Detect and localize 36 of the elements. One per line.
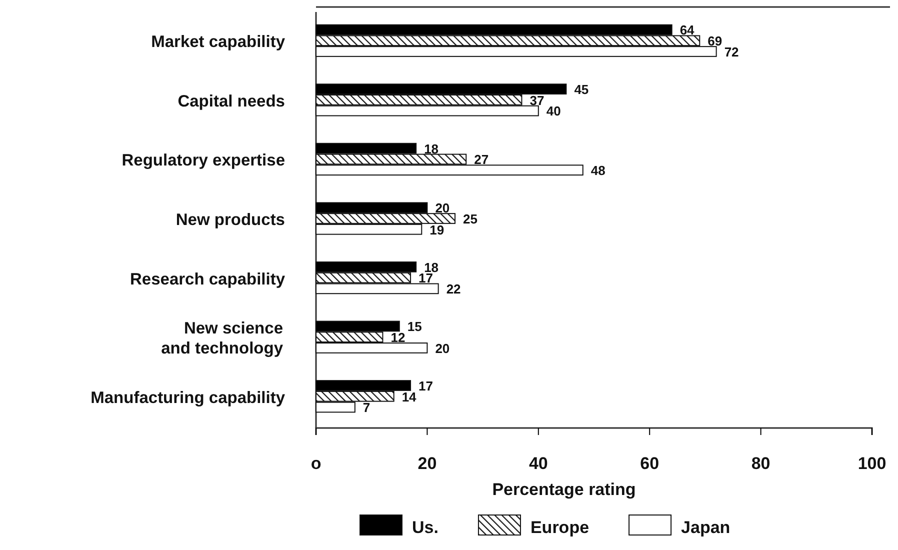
y-tick-label: New science and technology — [161, 320, 284, 358]
y-tick-label: New products — [176, 211, 285, 229]
data-label: 20 — [435, 340, 450, 356]
y-tick-label: Research capability — [130, 270, 286, 288]
data-label: 17 — [418, 378, 433, 394]
data-label: 37 — [530, 92, 544, 108]
x-axis-title: Percentage rating — [492, 480, 636, 499]
y-tick-label: Regulatory expertise — [122, 152, 285, 170]
data-label: 40 — [546, 104, 561, 119]
data-label: 19 — [430, 222, 444, 238]
data-label: 64 — [680, 22, 696, 38]
data-label: 20 — [435, 200, 450, 216]
x-tick-label: 100 — [858, 454, 886, 474]
data-label: 14 — [402, 389, 418, 404]
data-label: 22 — [446, 282, 461, 297]
x-tick-label: o — [310, 454, 322, 474]
legend-label: Europe — [530, 518, 590, 537]
y-tick-label: Capital needs — [178, 92, 285, 110]
data-label: 48 — [590, 163, 606, 178]
data-label: 7 — [362, 400, 370, 416]
legend-label: Japan — [681, 518, 730, 537]
legend-label: Us. — [412, 518, 438, 537]
data-label: 15 — [407, 319, 422, 334]
y-tick-label: Market capability — [151, 33, 286, 52]
data-label: 45 — [574, 82, 589, 97]
data-label: 27 — [474, 152, 489, 168]
data-label: 69 — [708, 34, 722, 49]
x-tick-label: 20 — [418, 454, 437, 474]
data-label: 72 — [724, 44, 739, 60]
x-tick-label: 60 — [640, 454, 660, 474]
data-label: 18 — [424, 141, 439, 156]
x-tick-label: 40 — [528, 454, 548, 474]
data-label: 25 — [463, 211, 478, 226]
data-label: 12 — [390, 330, 406, 346]
x-tick-label: 80 — [751, 454, 770, 474]
y-tick-label: Manufacturing capability — [90, 388, 286, 407]
